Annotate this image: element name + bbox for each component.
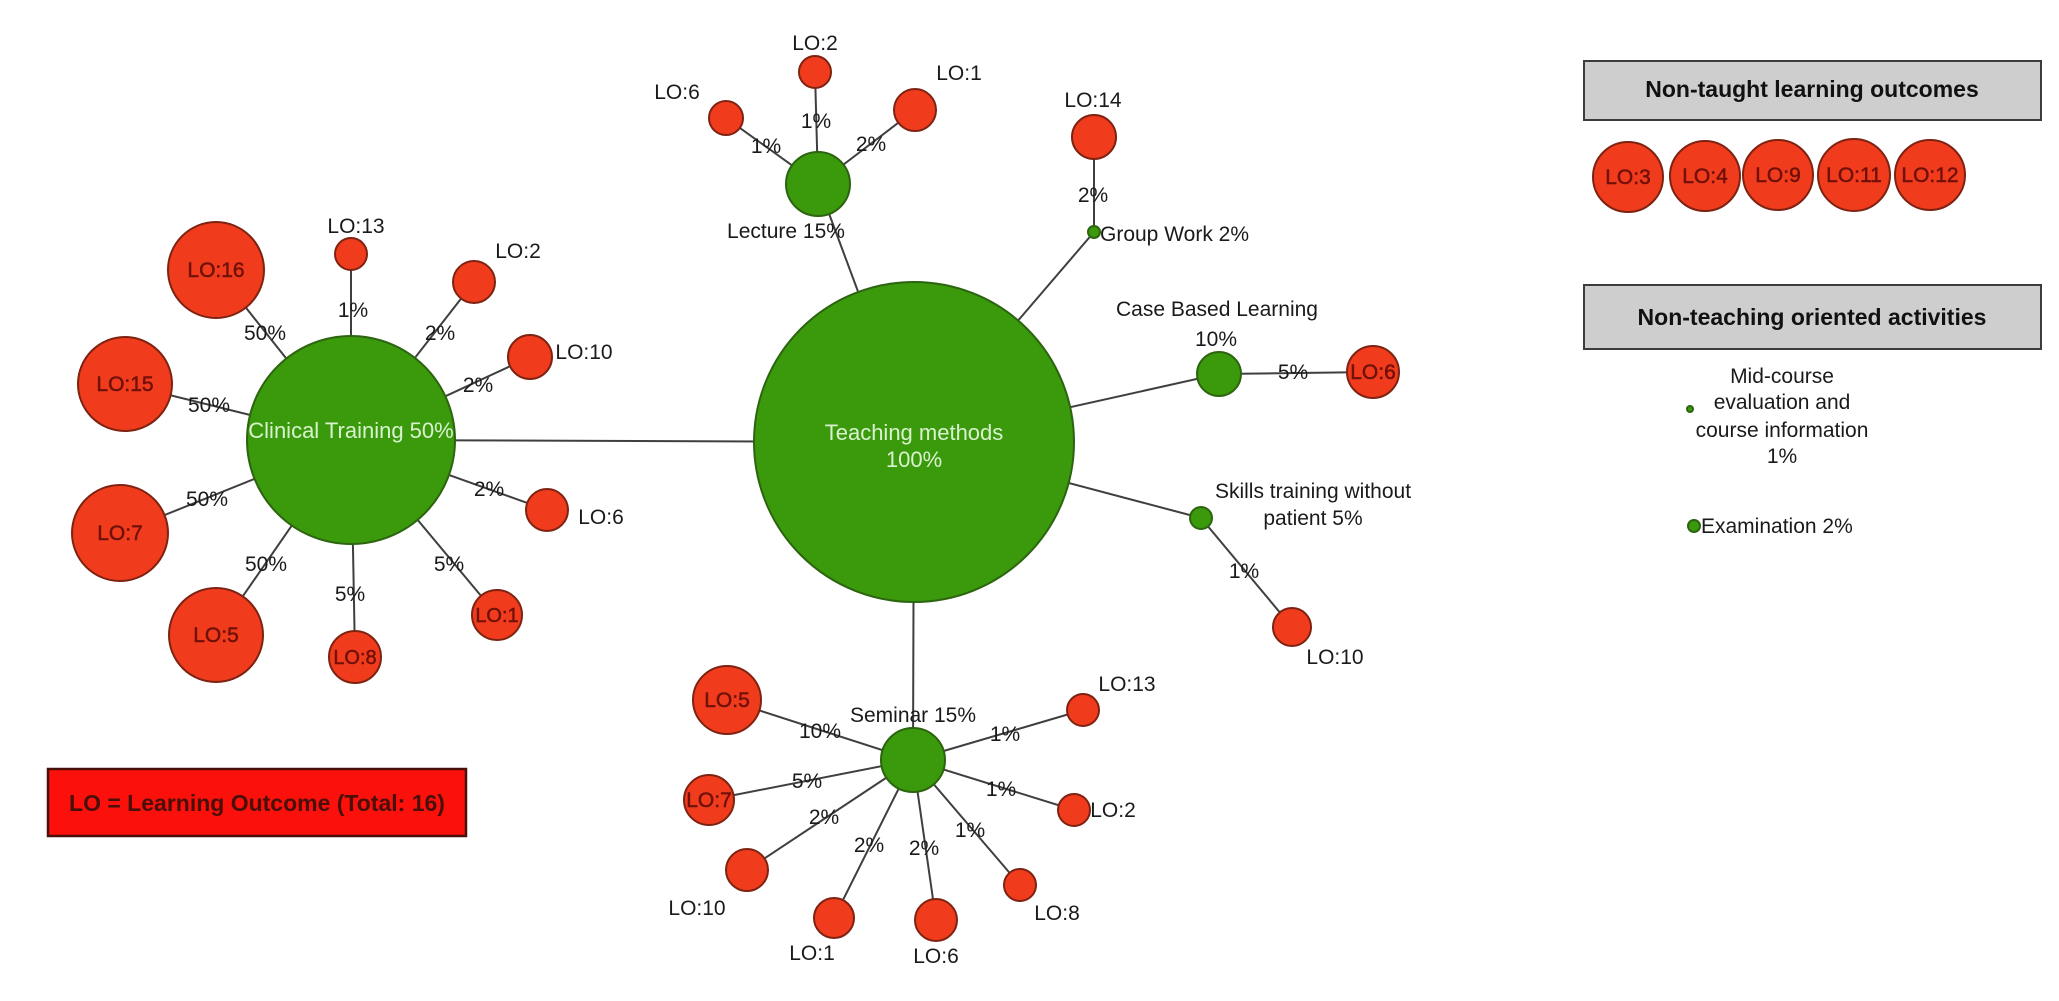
svg-text:LO:12: LO:12 — [1901, 164, 1958, 187]
svg-text:LO:6: LO:6 — [913, 945, 959, 968]
svg-text:LO:13: LO:13 — [1098, 673, 1155, 696]
svg-text:5%: 5% — [434, 553, 464, 576]
svg-text:LO:8: LO:8 — [333, 647, 376, 669]
svg-text:LO:8: LO:8 — [1034, 902, 1080, 925]
svg-text:Lecture 15%: Lecture 15% — [727, 220, 845, 243]
svg-text:Teaching methods: Teaching methods — [825, 420, 1004, 445]
svg-text:LO:5: LO:5 — [704, 689, 750, 712]
svg-text:LO:6: LO:6 — [578, 506, 624, 529]
svg-text:2%: 2% — [463, 374, 493, 397]
svg-text:Case Based Learning: Case Based Learning — [1116, 298, 1318, 321]
svg-text:LO:4: LO:4 — [1682, 165, 1728, 188]
svg-text:10%: 10% — [1195, 328, 1237, 351]
svg-text:Examination 2%: Examination 2% — [1701, 515, 1853, 538]
svg-text:2%: 2% — [474, 478, 504, 501]
svg-text:5%: 5% — [335, 583, 365, 606]
svg-text:LO:16: LO:16 — [187, 259, 244, 282]
svg-text:LO:5: LO:5 — [193, 624, 239, 647]
svg-text:50%: 50% — [245, 553, 287, 576]
svg-text:5%: 5% — [792, 770, 822, 793]
svg-text:Seminar 15%: Seminar 15% — [850, 704, 976, 727]
svg-text:evaluation and: evaluation and — [1714, 391, 1851, 414]
svg-text:1%: 1% — [990, 723, 1020, 746]
svg-text:Clinical Training 50%: Clinical Training 50% — [248, 418, 453, 443]
svg-text:LO:2: LO:2 — [792, 32, 838, 55]
svg-text:1%: 1% — [986, 778, 1016, 801]
svg-text:LO:11: LO:11 — [1826, 164, 1882, 187]
svg-text:2%: 2% — [1078, 184, 1108, 207]
svg-text:LO:6: LO:6 — [1350, 361, 1396, 384]
svg-text:LO = Learning Outcome (Total:: LO = Learning Outcome (Total: 16) — [69, 790, 445, 816]
svg-text:2%: 2% — [425, 322, 455, 345]
svg-text:Skills training without: Skills training without — [1215, 480, 1411, 503]
svg-text:LO:6: LO:6 — [654, 81, 700, 104]
svg-text:2%: 2% — [856, 133, 886, 156]
svg-text:50%: 50% — [188, 394, 230, 417]
svg-text:LO:7: LO:7 — [97, 522, 143, 545]
svg-text:patient 5%: patient 5% — [1263, 507, 1362, 530]
svg-text:LO:9: LO:9 — [1755, 164, 1801, 187]
svg-text:LO:1: LO:1 — [936, 62, 982, 85]
svg-text:1%: 1% — [1767, 445, 1797, 468]
svg-text:course information: course information — [1696, 419, 1869, 442]
svg-text:LO:10: LO:10 — [1306, 646, 1363, 669]
svg-text:LO:10: LO:10 — [555, 341, 612, 364]
svg-text:LO:14: LO:14 — [1064, 89, 1122, 112]
svg-text:Non-taught learning outcomes: Non-taught learning outcomes — [1645, 76, 1979, 102]
svg-text:LO:10: LO:10 — [668, 897, 725, 920]
svg-text:LO:3: LO:3 — [1605, 166, 1651, 189]
svg-text:100%: 100% — [886, 447, 942, 472]
svg-text:10%: 10% — [799, 720, 841, 743]
svg-text:1%: 1% — [801, 110, 831, 133]
svg-text:Non-teaching oriented activiti: Non-teaching oriented activities — [1638, 304, 1987, 330]
svg-text:1%: 1% — [1229, 560, 1259, 583]
svg-text:50%: 50% — [186, 488, 228, 511]
svg-text:1%: 1% — [751, 135, 781, 158]
svg-text:1%: 1% — [338, 299, 368, 322]
svg-text:LO:2: LO:2 — [1090, 799, 1136, 822]
svg-text:2%: 2% — [909, 837, 939, 860]
svg-text:5%: 5% — [1278, 361, 1308, 384]
svg-text:50%: 50% — [244, 322, 286, 345]
svg-text:Mid-course: Mid-course — [1730, 365, 1834, 388]
svg-text:LO:1: LO:1 — [475, 605, 518, 627]
svg-text:LO:15: LO:15 — [96, 373, 153, 396]
svg-text:2%: 2% — [854, 834, 884, 857]
svg-text:2%: 2% — [809, 806, 839, 829]
svg-text:LO:13: LO:13 — [327, 215, 384, 238]
svg-text:1%: 1% — [955, 819, 985, 842]
svg-text:Group Work 2%: Group Work 2% — [1100, 223, 1249, 246]
svg-text:LO:2: LO:2 — [495, 240, 541, 263]
svg-text:LO:1: LO:1 — [789, 942, 835, 965]
svg-text:LO:7: LO:7 — [686, 789, 732, 812]
